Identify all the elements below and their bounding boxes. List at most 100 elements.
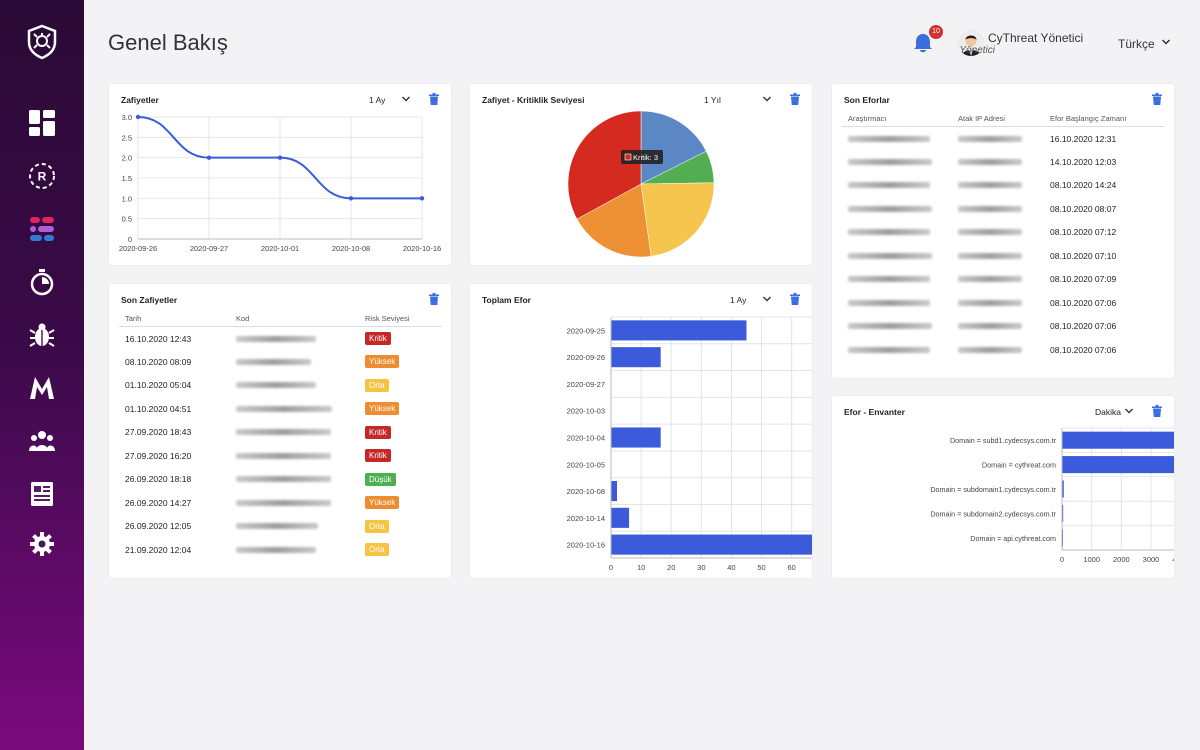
x-tick-label: 0 xyxy=(1060,555,1064,564)
x-tick-label: 1000 xyxy=(1083,555,1100,564)
period-select[interactable]: 1 Ay xyxy=(369,95,386,105)
researcher-cell xyxy=(842,268,952,292)
table-row[interactable]: 08.10.2020 08:07 xyxy=(842,197,1165,221)
table-row[interactable]: 08.10.2020 07:12 xyxy=(842,221,1165,245)
trash-icon[interactable] xyxy=(429,293,439,305)
bar[interactable] xyxy=(611,320,747,341)
column-header[interactable]: Kod xyxy=(230,314,359,327)
redacted-text xyxy=(236,499,331,506)
sidebar-item-timer[interactable] xyxy=(24,264,60,300)
chevron-down-icon[interactable] xyxy=(1161,37,1171,47)
table-row[interactable]: 26.09.2020 12:05 Orta xyxy=(119,515,442,539)
bar[interactable] xyxy=(1062,456,1174,474)
user-name[interactable]: CyThreat Yönetici xyxy=(988,31,1084,45)
data-point[interactable] xyxy=(206,155,212,160)
data-point[interactable] xyxy=(348,196,354,201)
bar[interactable] xyxy=(611,507,630,528)
table-row[interactable]: 27.09.2020 18:43 Kritik xyxy=(119,421,442,445)
table-row[interactable]: 16.10.2020 12:31 xyxy=(842,127,1165,151)
bar[interactable] xyxy=(611,347,661,368)
ip-cell xyxy=(952,127,1044,151)
inventory-chart: 0100020003000400050006000Domain = subd1.… xyxy=(930,427,1174,564)
bar[interactable] xyxy=(611,534,812,555)
sidebar-item-team[interactable] xyxy=(24,423,60,459)
table-row[interactable]: 08.10.2020 07:06 xyxy=(842,338,1165,362)
table-row[interactable]: 21.09.2020 12:04 Orta xyxy=(119,538,442,562)
trash-icon[interactable] xyxy=(790,93,800,105)
table-row[interactable]: 14.10.2020 12:03 xyxy=(842,150,1165,174)
table-row[interactable]: 08.10.2020 07:06 xyxy=(842,315,1165,339)
redacted-text xyxy=(848,205,932,212)
table-row[interactable]: 01.10.2020 05:04 Orta xyxy=(119,374,442,398)
table-row[interactable]: 08.10.2020 14:24 xyxy=(842,174,1165,198)
date-cell: 27.09.2020 18:43 xyxy=(125,427,192,438)
chevron-down-icon[interactable] xyxy=(401,94,411,104)
start-time-cell: 16.10.2020 12:31 xyxy=(1050,133,1117,144)
column-header[interactable]: Araştırmacı xyxy=(842,114,952,127)
table-row[interactable]: 27.09.2020 16:20 Kritik xyxy=(119,444,442,468)
table-row[interactable]: 26.09.2020 18:18 Düşük xyxy=(119,468,442,492)
table-row[interactable]: 08.10.2020 07:06 xyxy=(842,291,1165,315)
sidebar-item-reports[interactable]: R xyxy=(24,158,60,194)
trash-icon[interactable] xyxy=(790,293,800,305)
avatar[interactable] xyxy=(958,30,984,56)
pie-slice[interactable] xyxy=(640,182,715,257)
table-row[interactable]: 16.10.2020 12:43 Kritik xyxy=(119,327,442,351)
data-point[interactable] xyxy=(419,196,425,201)
bar[interactable] xyxy=(611,427,661,448)
sidebar-item-vulnerabilities[interactable] xyxy=(24,317,60,353)
trash-icon[interactable] xyxy=(1152,405,1162,417)
trash-icon[interactable] xyxy=(429,93,439,105)
sidebar-item-news[interactable] xyxy=(24,476,60,512)
chevron-down-icon[interactable] xyxy=(762,94,772,104)
sidebar-item-dashboard[interactable] xyxy=(24,105,60,141)
code-cell xyxy=(230,421,359,445)
shield-logo-icon[interactable] xyxy=(26,24,58,60)
risk-cell: Kritik xyxy=(359,327,442,351)
redacted-text xyxy=(958,252,1022,259)
sidebar: R xyxy=(0,0,84,750)
chevron-down-icon[interactable] xyxy=(1124,406,1134,416)
bell-icon[interactable] xyxy=(912,32,934,54)
unit-select[interactable]: Dakika xyxy=(1095,407,1121,417)
sidebar-item-timeline[interactable] xyxy=(24,211,60,247)
x-tick-label: 50 xyxy=(757,563,765,572)
data-point[interactable] xyxy=(277,155,283,160)
bar[interactable] xyxy=(1062,504,1064,522)
start-time-cell: 08.10.2020 08:07 xyxy=(1050,203,1117,214)
pie-slice[interactable] xyxy=(640,110,707,185)
redacted-text xyxy=(958,299,1022,306)
pie-slice[interactable] xyxy=(576,183,652,258)
sidebar-item-settings[interactable] xyxy=(24,526,60,562)
y-tick-label: 2.0 xyxy=(122,154,132,163)
column-header[interactable]: Tarih xyxy=(119,314,230,327)
bar[interactable] xyxy=(611,481,618,502)
code-cell xyxy=(230,374,359,398)
table-row[interactable]: 08.10.2020 08:09 Yüksek xyxy=(119,350,442,374)
language-selector[interactable]: Türkçe xyxy=(1118,37,1155,51)
column-header[interactable]: Efor Başlangıç Zamanı xyxy=(1044,114,1165,127)
bar[interactable] xyxy=(1062,480,1064,498)
trash-icon[interactable] xyxy=(1152,93,1162,105)
period-select[interactable]: 1 Ay xyxy=(730,295,747,305)
table-row[interactable]: 26.09.2020 14:27 Yüksek xyxy=(119,491,442,515)
table-row[interactable]: 08.10.2020 07:09 xyxy=(842,268,1165,292)
chevron-down-icon[interactable] xyxy=(762,294,772,304)
redacted-text xyxy=(958,276,1022,283)
start-time-cell: 08.10.2020 07:09 xyxy=(1050,274,1117,285)
table-row[interactable]: 01.10.2020 04:51 Yüksek xyxy=(119,397,442,421)
table-row[interactable]: 08.10.2020 07:10 xyxy=(842,244,1165,268)
period-select[interactable]: 1 Yıl xyxy=(704,95,721,105)
risk-badge: Yüksek xyxy=(365,355,400,369)
redacted-text xyxy=(848,252,932,259)
data-point[interactable] xyxy=(135,114,141,120)
tooltip-box xyxy=(621,150,663,164)
x-tick-label: 30 xyxy=(697,563,705,572)
bar[interactable] xyxy=(1062,431,1174,449)
column-header[interactable]: Atak IP Adresi xyxy=(952,114,1044,127)
column-header[interactable]: Risk Seviyesi xyxy=(359,314,442,327)
y-tick-label: 2020-10-05 xyxy=(567,460,605,469)
risk-cell: Orta xyxy=(359,515,442,539)
sidebar-item-m[interactable] xyxy=(24,370,60,406)
pie-slice[interactable] xyxy=(567,110,642,220)
